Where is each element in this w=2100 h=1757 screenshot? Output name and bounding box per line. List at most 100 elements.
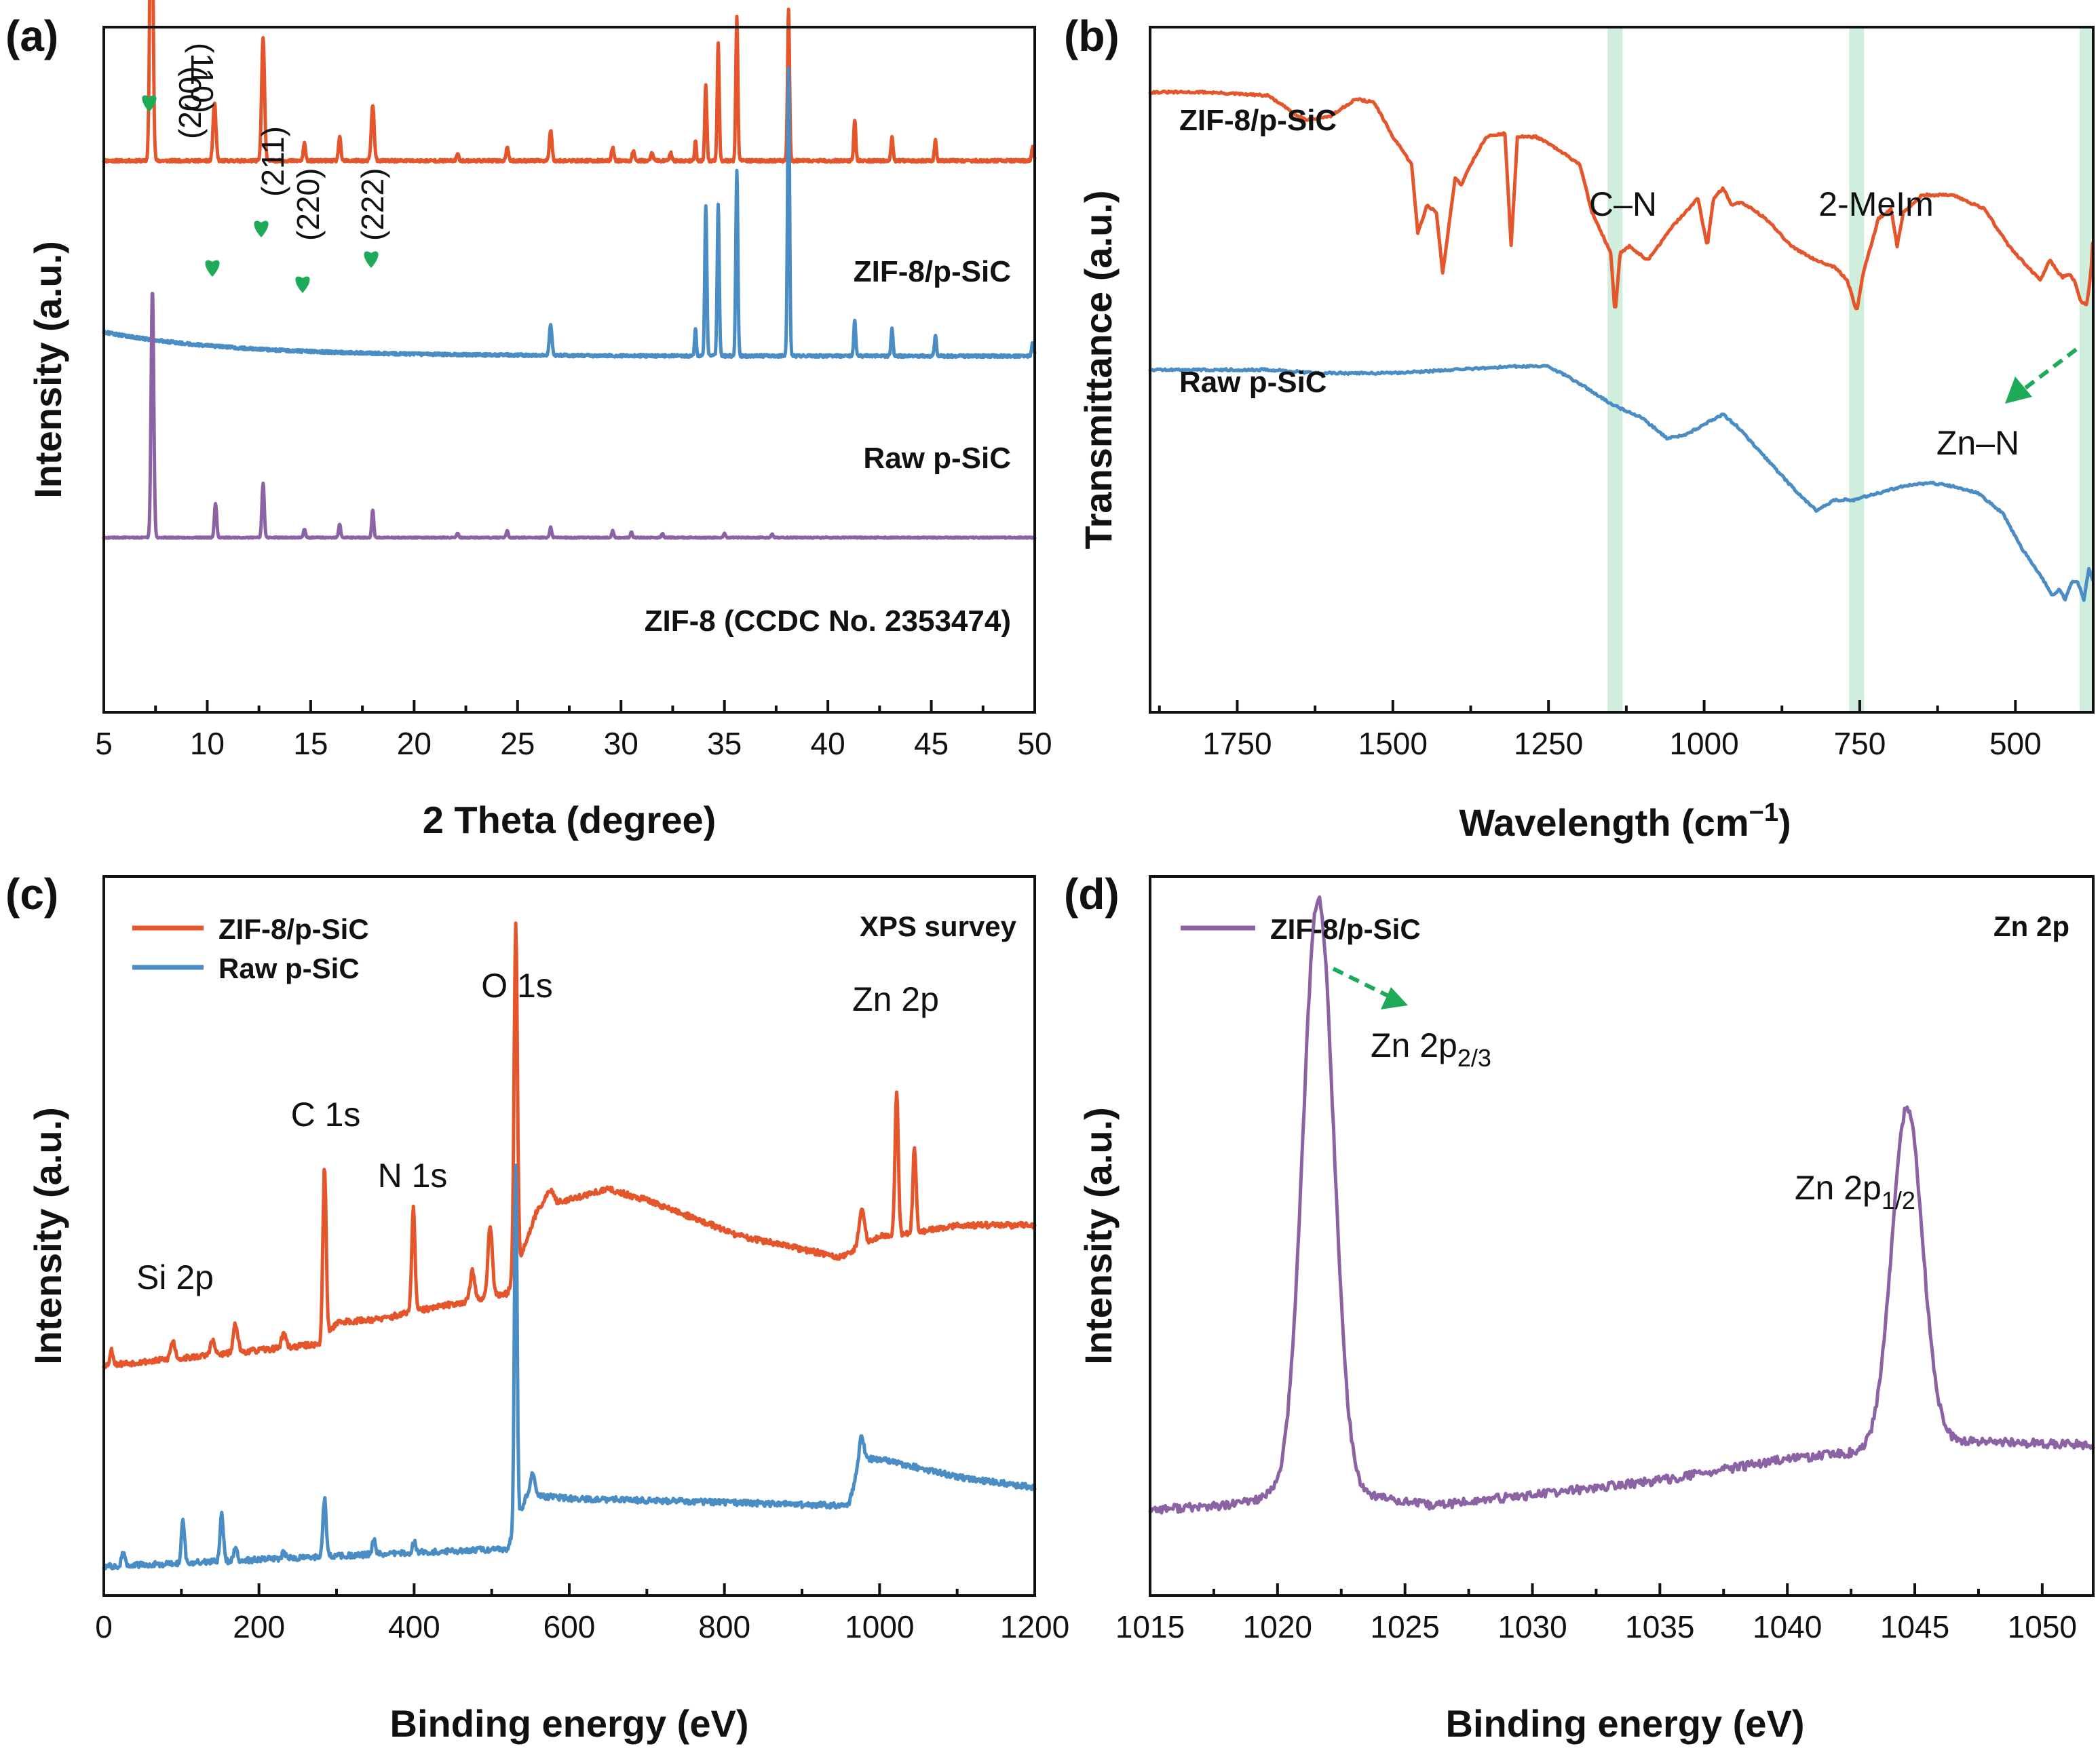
panel-d-x-axis-title: Binding energy (eV) <box>1446 1702 1805 1745</box>
annot-zn-2p12-sub: 1/2 <box>1882 1186 1915 1214</box>
panel-a-xrd: (a) 5 10 15 20 25 30 35 40 45 50 ZIF-8/p-SiC Raw … <box>5 0 1052 841</box>
panel-d-frame <box>1149 875 2095 1597</box>
xrd-x-tick-label-40: 40 <box>811 726 845 761</box>
panel-b-x-axis-title-sup: −1 <box>1749 798 1778 827</box>
legend-label-zif8-psic: ZIF-8/p-SiC <box>218 913 369 945</box>
heart-marker-110 <box>142 95 157 112</box>
panel-d-letter: (d) <box>1064 870 1120 919</box>
ftir-x-tick-label-1000: 1000 <box>1669 726 1738 761</box>
xps-x-tick-label-800: 800 <box>698 1609 750 1644</box>
xps-x-tick-label-0: 0 <box>95 1609 113 1644</box>
ftir-trace-1 <box>1148 364 2095 602</box>
annot-o-1s: O 1s <box>481 967 553 1005</box>
panel-a-traces <box>102 0 1037 540</box>
xrd-trace-1 <box>102 66 1037 360</box>
panel-d-y-axis-title: Intensity (a.u.) <box>1077 1107 1120 1365</box>
panel-b-ftir: (b) 1750 1500 1250 1000 750 500 ZIF-8/p-SiC R… <box>1064 12 2095 844</box>
annot-c-n: C–N <box>1589 185 1657 223</box>
zn-2p23-arrow-head <box>1381 987 1408 1009</box>
trace-label-raw-psic-b: Raw p-SiC <box>1179 366 1327 399</box>
zn-n-arrow <box>2005 347 2078 404</box>
xrd-x-tick-label-35: 35 <box>707 726 742 761</box>
panel-c-traces <box>102 921 1037 1570</box>
panel-d-traces <box>1148 895 2095 1515</box>
trace-label-zif8-ccdc: ZIF-8 (CCDC No. 2353474) <box>645 604 1011 638</box>
zn2p-trace-0 <box>1148 895 2095 1515</box>
panel-c-letter: (c) <box>5 870 58 919</box>
highlight-band-1143 <box>1607 27 1623 712</box>
xrd-x-tick-label-50: 50 <box>1017 726 1052 761</box>
xps-x-tick-label-600: 600 <box>543 1609 596 1644</box>
zn2p-x-tick-label-1045: 1045 <box>1880 1609 1949 1644</box>
highlight-band-755 <box>1849 27 1865 712</box>
xrd-x-tick-label-25: 25 <box>500 726 535 761</box>
zn-2p-corner-label: Zn 2p <box>1993 910 2069 942</box>
zn2p-x-tick-label-1035: 1035 <box>1625 1609 1694 1644</box>
panel-b-y-axis-title: Transmittance (a.u.) <box>1077 190 1120 549</box>
ftir-x-tick-label-1250: 1250 <box>1514 726 1583 761</box>
hkl-label-200: (200) <box>172 66 208 139</box>
panel-b-x-axis-title-main: Wavelength (cm <box>1459 801 1749 844</box>
panel-b-highlight-bands <box>1607 27 2095 712</box>
annot-n-1s: N 1s <box>378 1157 448 1195</box>
xps-survey-label: XPS survey <box>860 910 1017 942</box>
panel-c-y-axis-title: Intensity (a.u.) <box>26 1107 69 1365</box>
ftir-x-tick-label-500: 500 <box>1989 726 2042 761</box>
reflection-markers <box>142 95 379 293</box>
panel-c-frame <box>102 875 1036 1597</box>
xrd-trace-0 <box>102 0 1037 164</box>
xps-x-tick-label-200: 200 <box>233 1609 285 1644</box>
annot-zn-n: Zn–N <box>1936 424 2019 462</box>
annot-zn-2p23-base: Zn 2p <box>1371 1026 1457 1064</box>
highlight-band-385 <box>2079 27 2095 712</box>
legend-label-zif8-psic-d: ZIF-8/p-SiC <box>1270 913 1421 945</box>
zn2p-x-tick-label-1050: 1050 <box>2008 1609 2077 1644</box>
xrd-x-tick-label-45: 45 <box>914 726 949 761</box>
panel-b-frame <box>1149 26 2095 714</box>
panel-b-x-ticks: 1750 1500 1250 1000 750 500 <box>1158 700 2095 761</box>
panel-c-legend: ZIF-8/p-SiC Raw p-SiC <box>132 913 369 984</box>
xps-x-tick-label-1200: 1200 <box>1000 1609 1069 1644</box>
panel-a-frame <box>102 26 1036 714</box>
annot-zn-2p: Zn 2p <box>852 980 939 1018</box>
xps-survey-trace-0 <box>102 921 1037 1370</box>
hkl-label-222: (222) <box>355 168 390 241</box>
xrd-x-tick-label-30: 30 <box>604 726 638 761</box>
zn2p-x-tick-label-1020: 1020 <box>1243 1609 1312 1644</box>
heart-marker-200 <box>205 260 220 277</box>
panel-a-x-axis-title: 2 Theta (degree) <box>423 798 717 841</box>
zn-2p23-arrow <box>1332 967 1408 1009</box>
trace-label-zif8-psic-b: ZIF-8/p-SiC <box>1179 104 1337 137</box>
panel-a-y-axis-title: Intensity (a.u.) <box>26 241 69 499</box>
panel-d-x-ticks: 1015 1020 1025 1030 1035 1040 1045 1050 <box>1115 1583 2077 1644</box>
hkl-label-220: (220) <box>290 168 326 241</box>
panel-b-traces <box>1148 90 2095 602</box>
xrd-x-tick-label-10: 10 <box>190 726 225 761</box>
xps-x-tick-label-400: 400 <box>388 1609 440 1644</box>
zn-2p23-arrow-line <box>1332 967 1392 999</box>
zn2p-x-tick-label-1015: 1015 <box>1115 1609 1185 1644</box>
zn-n-arrow-line <box>2024 347 2078 390</box>
annot-zn-2p12: Zn 2p1/2 <box>1795 1169 1915 1214</box>
annot-2-meim: 2-MeIm <box>1818 185 1933 223</box>
panel-d-legend: ZIF-8/p-SiC <box>1181 913 1421 945</box>
xps-x-tick-label-1000: 1000 <box>845 1609 914 1644</box>
annot-c-1s: C 1s <box>291 1096 361 1134</box>
panel-a-x-ticks: 5 10 15 20 25 30 35 40 45 50 <box>95 700 1052 761</box>
zn2p-x-tick-label-1030: 1030 <box>1497 1609 1567 1644</box>
hkl-label-110: (110) <box>185 43 220 113</box>
reflection-labels: (110) (200) (211) (220) (222) <box>172 43 390 241</box>
panel-b-x-axis-title-end: ) <box>1778 801 1791 844</box>
annot-si-2p: Si 2p <box>136 1258 214 1296</box>
hkl-label-211: (211) <box>255 126 290 197</box>
ftir-trace-0 <box>1148 90 2095 311</box>
annot-zn-2p23: Zn 2p2/3 <box>1371 1026 1491 1072</box>
ftir-x-tick-label-750: 750 <box>1834 726 1886 761</box>
xrd-x-tick-label-15: 15 <box>293 726 328 761</box>
xrd-x-tick-label-20: 20 <box>397 726 432 761</box>
panel-c-x-ticks: 0 200 400 600 800 1000 1200 <box>95 1583 1069 1644</box>
trace-label-raw-psic: Raw p-SiC <box>863 442 1011 475</box>
zn2p-x-tick-label-1040: 1040 <box>1753 1609 1822 1644</box>
xrd-trace-2 <box>102 292 1037 540</box>
